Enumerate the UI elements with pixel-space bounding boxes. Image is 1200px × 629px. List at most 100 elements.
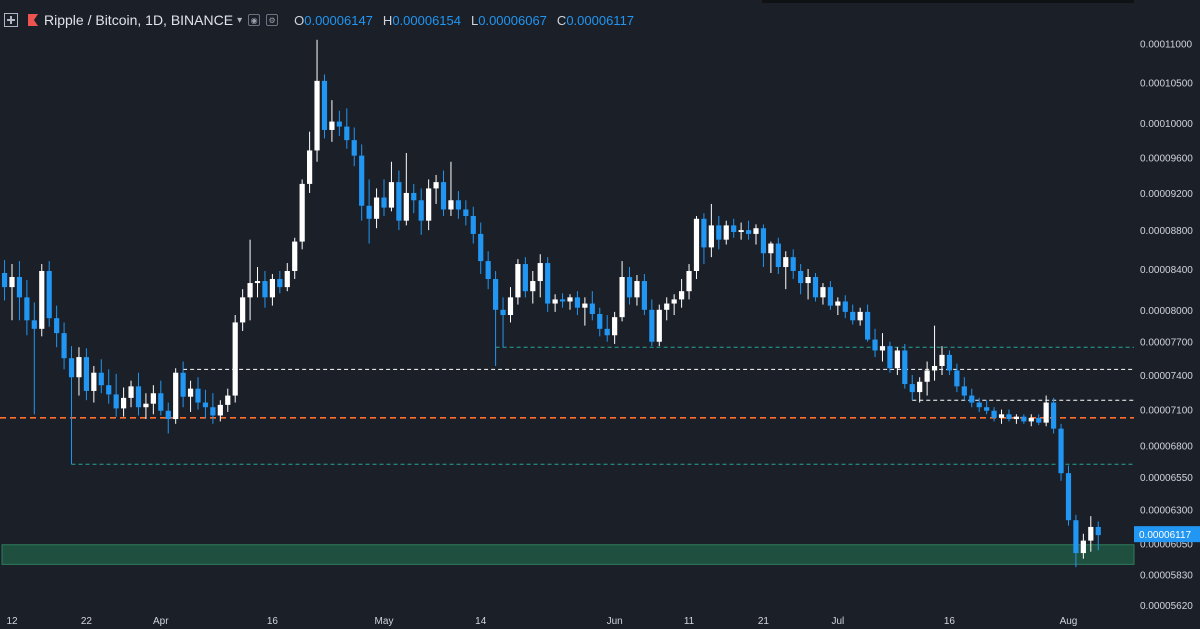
candle[interactable] (388, 161, 395, 212)
candle[interactable] (493, 271, 499, 366)
candle[interactable] (820, 283, 826, 305)
candle[interactable] (195, 377, 201, 410)
candle[interactable] (1028, 414, 1034, 427)
candle[interactable] (842, 295, 848, 319)
candle[interactable] (939, 346, 945, 375)
candle[interactable] (894, 347, 900, 375)
add-symbol-icon[interactable] (4, 13, 18, 27)
candle[interactable] (768, 241, 774, 273)
candle[interactable] (582, 297, 588, 326)
candle[interactable] (589, 291, 595, 321)
candle[interactable] (597, 307, 603, 337)
candle[interactable] (217, 400, 223, 422)
candle[interactable] (135, 372, 142, 416)
candle[interactable] (545, 257, 551, 312)
candle[interactable] (946, 350, 953, 375)
candle[interactable] (745, 220, 752, 240)
candle[interactable] (976, 397, 982, 412)
candle[interactable] (671, 294, 677, 316)
candle[interactable] (277, 271, 283, 294)
candle[interactable] (790, 249, 796, 280)
candle[interactable] (760, 224, 767, 268)
settings-icon[interactable]: ⚙ (266, 14, 279, 26)
candle[interactable] (173, 368, 179, 424)
candle[interactable] (857, 307, 863, 326)
candle[interactable] (574, 291, 581, 316)
candle[interactable] (418, 188, 424, 235)
candle[interactable] (269, 273, 275, 306)
candle[interactable] (9, 264, 15, 321)
candle[interactable] (612, 311, 618, 344)
candle[interactable] (106, 369, 112, 404)
candle[interactable] (686, 264, 692, 300)
candle[interactable] (455, 191, 461, 219)
candle[interactable] (641, 273, 647, 316)
candle[interactable] (1021, 414, 1027, 424)
candle[interactable] (403, 153, 409, 226)
candle[interactable] (872, 328, 878, 358)
candle[interactable] (210, 393, 216, 424)
candle[interactable] (68, 346, 75, 465)
candle[interactable] (708, 203, 714, 258)
candle[interactable] (128, 380, 134, 408)
candle[interactable] (798, 264, 804, 295)
candle[interactable] (158, 380, 164, 416)
candle[interactable] (961, 377, 967, 401)
candle[interactable] (292, 237, 298, 280)
candle[interactable] (775, 237, 781, 274)
candle[interactable] (522, 257, 528, 298)
candle[interactable] (716, 215, 722, 250)
candle[interactable] (783, 251, 789, 290)
candle[interactable] (1080, 533, 1086, 559)
candle[interactable] (46, 261, 52, 327)
candle[interactable] (180, 361, 186, 408)
candle[interactable] (329, 100, 335, 142)
candle[interactable] (478, 222, 484, 274)
candle[interactable] (626, 267, 633, 305)
candle[interactable] (299, 179, 305, 250)
candle[interactable] (381, 179, 387, 216)
candle[interactable] (240, 289, 246, 331)
candle[interactable] (470, 206, 476, 244)
candle[interactable] (998, 409, 1005, 424)
candle[interactable] (649, 299, 655, 347)
candle[interactable] (1043, 395, 1049, 427)
candle[interactable] (344, 108, 350, 149)
candle[interactable] (879, 333, 886, 362)
symbol-title[interactable]: Ripple / Bitcoin, 1D, BINANCE (44, 12, 234, 28)
candle[interactable] (805, 269, 811, 300)
candle[interactable] (604, 315, 610, 342)
eye-icon[interactable]: ◉ (248, 14, 261, 26)
candle[interactable] (396, 170, 402, 231)
candle[interactable] (321, 74, 328, 139)
candle[interactable] (433, 174, 439, 204)
candle[interactable] (187, 380, 194, 412)
candle[interactable] (76, 347, 82, 396)
candle[interactable] (314, 39, 320, 162)
candle[interactable] (373, 188, 380, 229)
candle[interactable] (359, 144, 365, 221)
candle[interactable] (91, 365, 97, 403)
candle[interactable] (924, 361, 930, 396)
candle[interactable] (366, 179, 372, 244)
candle[interactable] (1095, 521, 1101, 551)
candle[interactable] (232, 315, 238, 403)
candle[interactable] (1036, 414, 1042, 426)
candle[interactable] (485, 251, 491, 290)
candle[interactable] (39, 264, 45, 337)
candle[interactable] (121, 387, 127, 417)
candle[interactable] (984, 400, 990, 415)
candle[interactable] (426, 179, 432, 231)
candle[interactable] (902, 343, 908, 389)
candle[interactable] (634, 275, 640, 306)
candle[interactable] (991, 407, 997, 422)
candle[interactable] (827, 281, 833, 310)
candle[interactable] (262, 271, 268, 308)
candle[interactable] (1006, 409, 1012, 422)
candle[interactable] (54, 305, 60, 348)
candle[interactable] (1058, 423, 1064, 481)
candle[interactable] (1013, 414, 1019, 424)
candle[interactable] (336, 110, 342, 136)
candle[interactable] (463, 200, 469, 226)
